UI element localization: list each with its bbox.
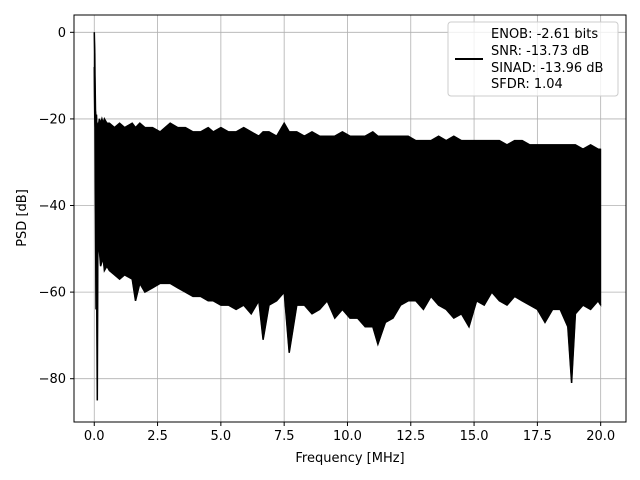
legend-line-sinad: SINAD: -13.96 dB	[491, 61, 603, 76]
legend-line-enob: ENOB: -2.61 bits	[491, 27, 598, 42]
x-tick-label: 0.0	[84, 429, 105, 444]
x-tick-label: 5.0	[211, 429, 232, 444]
y-tick-label: −60	[39, 286, 66, 301]
legend-line-sfdr: SFDR: 1.04	[491, 77, 563, 92]
y-axis-title: PSD [dB]	[15, 189, 30, 247]
series-layer	[93, 32, 602, 401]
y-tick-label: −80	[39, 372, 66, 387]
x-tick-label: 20.0	[586, 429, 615, 444]
x-tick-label: 10.0	[333, 429, 362, 444]
psd-trace-lower	[93, 66, 602, 401]
plot-frame	[73, 14, 627, 423]
legend: ENOB: -2.61 bits SNR: -13.73 dB SINAD: -…	[447, 21, 619, 97]
tick-layer: 0.0 2.5 5.0 7.5 10.0 12.5 15.0 17.5 20.0 0 −20 −40 −…	[39, 26, 616, 444]
x-tick-label: 2.5	[147, 429, 168, 444]
x-axis-title: Frequency [MHz]	[295, 451, 404, 466]
legend-box	[447, 21, 619, 97]
x-tick-label: 15.0	[460, 429, 489, 444]
psd-trace-upper	[93, 32, 601, 151]
x-tick-label: 7.5	[274, 429, 295, 444]
y-tick-label: −40	[39, 199, 66, 214]
x-tick-label: 17.5	[523, 429, 552, 444]
legend-line-snr: SNR: -13.73 dB	[491, 44, 589, 59]
y-tick-label: −20	[39, 112, 66, 127]
x-tick-label: 12.5	[396, 429, 425, 444]
y-tick-label: 0	[58, 26, 66, 41]
